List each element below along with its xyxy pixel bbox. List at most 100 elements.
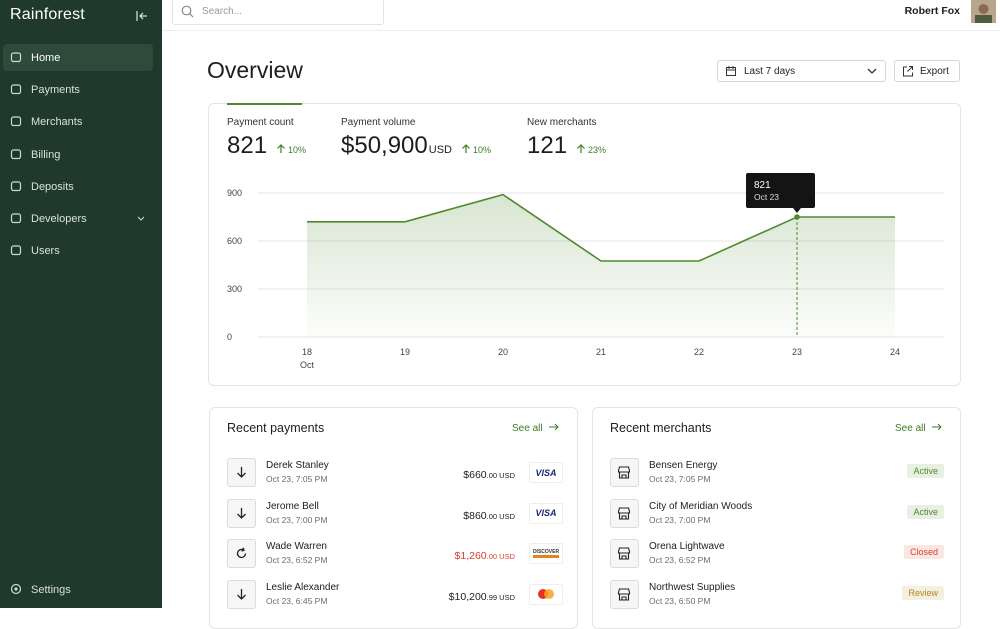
search-placeholder: Search... — [202, 6, 243, 17]
stat-unit: USD — [428, 144, 452, 156]
status-pill: Active — [907, 504, 944, 519]
merchant-row[interactable]: Northwest Supplies Oct 23, 6:50 PM Review — [593, 579, 960, 610]
row-icon — [610, 539, 639, 568]
nav-item[interactable]: Deposits — [3, 173, 153, 200]
brand-logo — [538, 589, 554, 599]
nav-label: Deposits — [31, 180, 74, 193]
stat-row: 821 10% — [227, 132, 306, 160]
nav-item[interactable]: Developers — [3, 205, 153, 232]
payment-row[interactable]: Jerome Bell Oct 23, 7:00 PM $860.00 USD VIS… — [210, 498, 577, 529]
amount-fraction: .00 USD — [486, 471, 515, 480]
row-amount: $660.00 USD — [463, 465, 515, 483]
stat-value: 821 — [227, 132, 268, 159]
see-all-label: See all — [895, 423, 926, 434]
export-button[interactable]: Export — [894, 60, 960, 82]
row-icon — [227, 498, 256, 528]
nav-item[interactable]: Home — [3, 44, 153, 71]
icon-shape — [10, 149, 22, 160]
payment-row[interactable]: Derek Stanley Oct 23, 7:05 PM $660.00 USD V… — [210, 458, 577, 488]
store-shape — [617, 466, 631, 479]
row-date: Oct 23, 7:00 PM — [266, 514, 328, 525]
row-amount: $860.00 USD — [463, 506, 515, 524]
row-name: Jerome Bell — [266, 500, 319, 512]
y-tick-label: 0 — [227, 332, 232, 342]
arrow-shape — [237, 467, 246, 478]
chevron — [137, 216, 145, 221]
row-icon — [227, 579, 256, 609]
x-tick-label: 18 — [302, 347, 312, 357]
payment-row[interactable]: Wade Warren Oct 23, 6:52 PM $1,260.00 USD D… — [210, 539, 577, 569]
arrow-shape — [237, 588, 246, 600]
card-brand — [529, 583, 563, 605]
x-tick-label: 21 — [596, 347, 606, 357]
amount-fraction: .00 USD — [486, 552, 515, 561]
stat-label[interactable]: Payment count — [227, 117, 294, 128]
hover-point — [794, 214, 800, 220]
arrow-shape — [237, 507, 246, 519]
amount-fraction: .00 USD — [486, 511, 515, 521]
recent-merchants-card: Recent merchants See all Bensen Energy Oc… — [592, 407, 961, 629]
row-name: Wade Warren — [266, 541, 327, 552]
recent-payments-card: Recent payments See all Derek Stanley Oct… — [209, 407, 578, 629]
amount-main: $860 — [463, 509, 487, 522]
store-glyph — [617, 587, 631, 601]
row-name: Derek Stanley — [266, 460, 329, 471]
see-all-link[interactable]: See all — [895, 423, 943, 434]
tooltip-date: Oct 23 — [754, 192, 779, 202]
row-icon — [610, 498, 639, 528]
nav-label: Merchants — [31, 115, 83, 128]
search-box[interactable]: Search... — [172, 0, 384, 25]
row-date: Oct 23, 6:50 PM — [649, 595, 711, 606]
nav-icon — [10, 181, 22, 192]
merchant-row[interactable]: Bensen Energy Oct 23, 7:05 PM Active — [593, 458, 960, 488]
store-shape — [617, 587, 631, 601]
row-icon — [227, 539, 256, 568]
nav-icon — [10, 116, 22, 127]
store-glyph — [617, 506, 631, 520]
nav-item[interactable]: Users — [3, 237, 153, 264]
store-glyph — [617, 547, 631, 560]
row-date: Oct 23, 6:52 PM — [266, 555, 328, 565]
nav-item[interactable]: Merchants — [3, 108, 153, 135]
divider — [162, 30, 1000, 31]
icon-glyph — [237, 467, 246, 478]
brand-label: VISA — [535, 467, 557, 478]
up-arrow — [462, 144, 470, 153]
store-shape — [617, 547, 631, 560]
tooltip — [746, 173, 815, 208]
export-label: Export — [920, 66, 949, 77]
status-pill: Review — [902, 585, 944, 600]
stat-value: $50,900 — [341, 132, 428, 159]
see-all-link[interactable]: See all — [512, 423, 560, 434]
user-name[interactable]: Robert Fox — [904, 5, 960, 17]
avatar[interactable] — [971, 0, 996, 23]
up-arrow — [277, 144, 285, 153]
brand-label: DISCOVER — [532, 549, 560, 558]
nav-item[interactable]: Billing — [3, 141, 153, 168]
date-range-select[interactable]: Last 7 days — [717, 60, 886, 82]
stat-label[interactable]: Payment volume — [341, 117, 416, 128]
merchant-row[interactable]: Orena Lightwave Oct 23, 6:52 PM Closed — [593, 539, 960, 569]
stat-value: 121 — [527, 132, 568, 159]
icon-shape — [10, 181, 22, 192]
collapse-icon[interactable] — [135, 9, 149, 23]
nav-item[interactable]: Payments — [3, 76, 153, 103]
y-tick-label: 300 — [227, 284, 242, 294]
stat-label[interactable]: New merchants — [527, 117, 597, 128]
stat-change: 10% — [473, 145, 492, 155]
merchant-row[interactable]: City of Meridian Woods Oct 23, 7:00 PM Act… — [593, 498, 960, 529]
payment-row[interactable]: Leslie Alexander Oct 23, 6:45 PM $10,200.9… — [210, 579, 577, 610]
row-date: Oct 23, 6:45 PM — [266, 595, 328, 606]
settings-link[interactable]: Settings — [3, 576, 153, 603]
page-title: Overview — [207, 57, 303, 83]
stat-change: 23% — [588, 145, 607, 155]
card-title: Recent merchants — [610, 421, 712, 435]
active-tab-indicator — [227, 103, 302, 105]
icon-shape — [10, 245, 22, 256]
icon-shape — [10, 84, 22, 95]
row-date: Oct 23, 6:52 PM — [649, 555, 711, 565]
icon-glyph — [237, 588, 246, 600]
status-pill: Closed — [903, 545, 944, 559]
tooltip-pointer — [793, 208, 801, 213]
